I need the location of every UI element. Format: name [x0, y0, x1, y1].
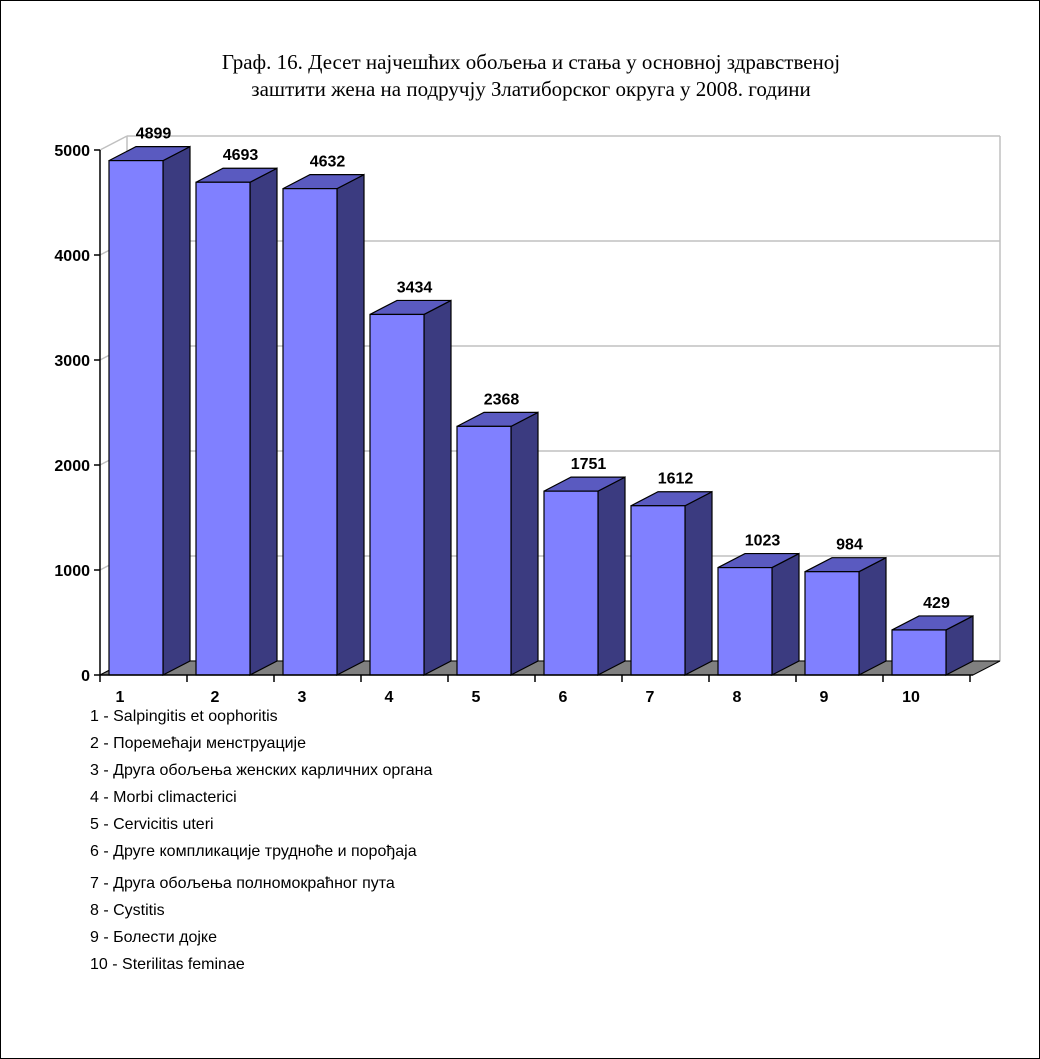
data-label: 4899 [136, 126, 172, 143]
bar-side [771, 552, 800, 676]
x-tick-label: 2 [211, 689, 220, 706]
chart-title-line-1: Граф. 16. Десет најчешћих обољења и стањ… [221, 50, 841, 74]
data-label: 3434 [397, 279, 433, 296]
legend-item: 1 - Salpingitis et oophoritis [90, 708, 278, 725]
bar-side [858, 556, 887, 676]
legend-item: 10 - Sterilitas feminae [90, 956, 245, 973]
legend-item: 5 - Cervicitis uteri [90, 816, 214, 833]
legend-item: 6 - Друге компликације трудноће и порођа… [90, 843, 417, 860]
bar [456, 425, 512, 676]
bar-side [597, 476, 626, 676]
data-label: 2368 [484, 391, 520, 408]
x-tick-label: 3 [298, 689, 307, 706]
x-tick-label: 5 [472, 689, 481, 706]
bar [282, 188, 338, 676]
y-tick-label: 4000 [54, 248, 90, 265]
legend-item: 3 - Друга обољења женских карличних орга… [90, 762, 433, 779]
bar [717, 566, 773, 676]
bar [195, 181, 251, 676]
bar [891, 629, 947, 676]
bar [630, 505, 686, 676]
bar [108, 160, 164, 676]
x-tick-label: 7 [646, 689, 655, 706]
legend-item: 2 - Поремећаји менструације [90, 735, 306, 752]
x-tick-label: 1 [116, 689, 125, 706]
gridline-side [99, 135, 128, 151]
y-tick-label: 3000 [54, 353, 90, 370]
bar [543, 490, 599, 676]
data-label: 4693 [223, 147, 259, 164]
bar-side [684, 490, 713, 676]
bar-side [510, 411, 539, 676]
y-tick-label: 5000 [54, 143, 90, 160]
legend-item: 7 - Друга обољења полномокраћног пута [90, 875, 395, 892]
bar-side [249, 167, 278, 676]
data-label: 429 [923, 595, 950, 612]
x-tick-label: 4 [385, 689, 394, 706]
bar [804, 571, 860, 676]
data-label: 4632 [310, 154, 346, 171]
legend-item: 9 - Болести дојке [90, 929, 217, 946]
data-label: 1023 [745, 533, 781, 550]
data-label: 1751 [571, 456, 607, 473]
x-tick-label: 10 [902, 689, 920, 706]
legend-item: 8 - Cystitis [90, 902, 165, 919]
x-tick-label: 8 [733, 689, 742, 706]
y-tick-label: 1000 [54, 563, 90, 580]
legend-item: 4 - Morbi climacterici [90, 789, 237, 806]
bar [369, 313, 425, 676]
data-label: 984 [836, 537, 863, 554]
bar-side [162, 145, 191, 676]
bar-side [423, 299, 452, 676]
y-tick-label: 0 [81, 668, 90, 685]
x-tick-label: 6 [559, 689, 568, 706]
y-tick-label: 2000 [54, 458, 90, 475]
x-tick-label: 9 [820, 689, 829, 706]
data-label: 1612 [658, 471, 694, 488]
bar-side [336, 173, 365, 676]
chart-title-line-2: заштити жена на подручју Златиборског ок… [251, 77, 811, 101]
